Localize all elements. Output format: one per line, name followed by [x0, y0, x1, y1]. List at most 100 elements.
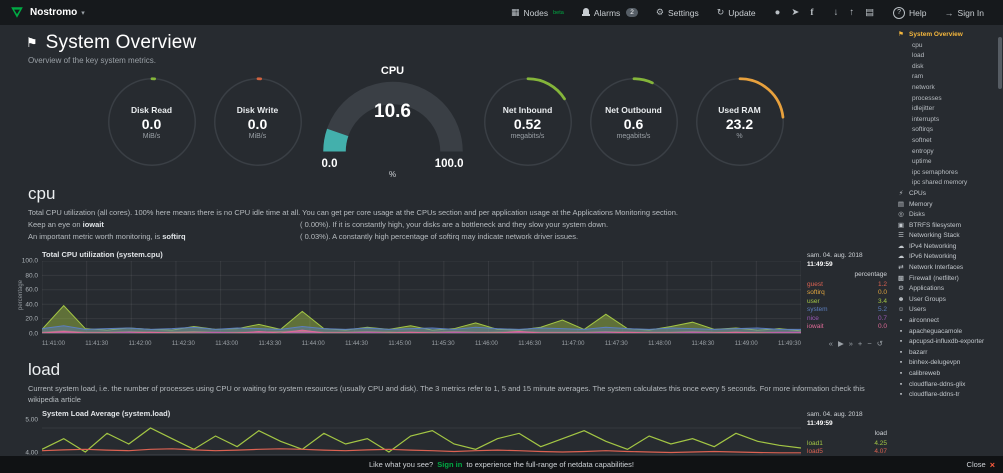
- chart-plot-area[interactable]: [42, 261, 801, 334]
- sidebar-item-label: disk: [912, 62, 924, 70]
- sidebar-item-cloudflare-ddns-glix[interactable]: ▪ cloudflare-ddns-glix: [897, 381, 1001, 389]
- sidebar-item-users[interactable]: ☺ Users: [897, 306, 1001, 314]
- sidebar-item-system-overview[interactable]: ⚑ System Overview: [897, 31, 1001, 39]
- gauge-min: 0.0: [321, 158, 338, 170]
- sidebar-item-network-interfaces[interactable]: ⇄ Network Interfaces: [897, 264, 1001, 272]
- sidebar-item-label: apcupsd-influxdb-exporter: [909, 338, 985, 346]
- legend-item-nice[interactable]: nice 0.7: [807, 314, 887, 322]
- sidebar-item-disks[interactable]: ◎ Disks: [897, 211, 1001, 219]
- play-button[interactable]: ▶: [837, 339, 844, 348]
- sidebar-item-ipv4-networking[interactable]: ☁ IPv4 Networking: [897, 243, 1001, 251]
- alarms-button[interactable]: Alarms 2: [581, 8, 638, 18]
- sidebar-item-interrupts[interactable]: interrupts: [897, 116, 1001, 124]
- sidebar-item-label: softnet: [912, 136, 932, 144]
- chart-y-ticks: 100.0 80.0 60.0 40.0 20.0 0.0: [21, 257, 38, 338]
- github-icon[interactable]: ●: [774, 7, 781, 18]
- legend-item-softirq[interactable]: softirq 0.0: [807, 289, 887, 296]
- gauge-disk-read[interactable]: Disk Read 0.0 MiB/s: [106, 76, 198, 168]
- legend-item-guest[interactable]: guest 1.2: [807, 280, 887, 288]
- zoom-in-button[interactable]: +: [857, 339, 863, 348]
- sidebar-item-label: ipc shared memory: [912, 179, 968, 187]
- sidebar-item-apacheguacamole[interactable]: ▪ apacheguacamole: [897, 328, 1001, 336]
- reset-zoom-button[interactable]: ↺: [876, 339, 883, 348]
- update-button[interactable]: ↻ Update: [717, 7, 756, 18]
- sidebar-item-cloudflare-ddns-tr[interactable]: ▪ cloudflare-ddns-tr: [897, 391, 1001, 399]
- sign-in-button[interactable]: → Sign In: [945, 8, 984, 18]
- export-snapshot-icon[interactable]: ↑: [849, 7, 855, 18]
- sidebar-item-apcupsd-influxdb-exporter[interactable]: ▪ apcupsd-influxdb-exporter: [897, 338, 1001, 346]
- settings-button[interactable]: ⚙ Settings: [656, 7, 699, 18]
- sidebar-item-ipv6-networking[interactable]: ☁ IPv6 Networking: [897, 253, 1001, 261]
- import-snapshot-icon[interactable]: ↓: [833, 7, 839, 18]
- chart-total-cpu-utilization[interactable]: Total CPU utilization (system.cpu) perce…: [14, 250, 887, 350]
- sidebar-item-ipc-semaphores[interactable]: ipc semaphores: [897, 169, 1001, 177]
- sidebar-item-load[interactable]: load: [897, 52, 1001, 60]
- sign-in-icon: →: [944, 7, 954, 18]
- pan-right-button[interactable]: »: [848, 339, 853, 348]
- sidebar-item-firewall-netfilter[interactable]: ▩ Firewall (netfilter): [897, 275, 1001, 283]
- sidebar-item-cpus[interactable]: ⚡ CPUs: [897, 190, 1001, 198]
- banner-text-pre: Like what you see?: [369, 460, 436, 469]
- sidebar-item-softirqs[interactable]: softirqs: [897, 126, 1001, 134]
- section-heading-load: load: [28, 360, 61, 379]
- gauge-cpu[interactable]: CPU 10.6 0.0 100.0 %: [318, 65, 468, 179]
- gauge-net-inbound[interactable]: Net Inbound 0.52 megabits/s: [482, 76, 574, 168]
- sidebar-item-cpu[interactable]: cpu: [897, 42, 1001, 50]
- sidebar-item-label: Memory: [909, 200, 933, 208]
- sidebar-item-disk[interactable]: disk: [897, 63, 1001, 71]
- zoom-out-button[interactable]: −: [867, 339, 872, 348]
- chart-toolbar[interactable]: « ▶ » + − ↺: [829, 339, 883, 348]
- sidebar-item-label: cloudflare-ddns-tr: [909, 391, 960, 399]
- sidebar-item-calibreweb[interactable]: ▪ calibreweb: [897, 370, 1001, 378]
- legend-item-user[interactable]: user 3.4: [807, 297, 887, 305]
- sidebar-item-networking-stack[interactable]: ☰ Networking Stack: [897, 232, 1001, 240]
- sidebar-item-bazarr[interactable]: ▪ bazarr: [897, 349, 1001, 357]
- sidebar-item-processes[interactable]: processes: [897, 95, 1001, 103]
- sidebar-item-applications[interactable]: ⚙ Applications: [897, 285, 1001, 293]
- text: Keep an eye on: [28, 220, 83, 229]
- gauge-disk-write[interactable]: Disk Write 0.0 MiB/s: [212, 76, 304, 168]
- scrollbar[interactable]: [998, 37, 1002, 89]
- chart-plot-area[interactable]: [42, 420, 801, 456]
- gauge-net-outbound[interactable]: Net Outbound 0.6 megabits/s: [588, 76, 680, 168]
- close-banner-button[interactable]: Close ×: [967, 460, 995, 470]
- sidebar-item-airconnect[interactable]: ▪ airconnect: [897, 317, 1001, 325]
- nodes-button[interactable]: ▦ Nodes beta: [511, 7, 564, 18]
- sidebar-item-network[interactable]: network: [897, 84, 1001, 92]
- sidebar-item-ipc-shared-memory[interactable]: ipc shared memory: [897, 179, 1001, 187]
- top-navbar: Nostromo ▾ ▦ Nodes beta Alarms 2 ⚙ Setti…: [0, 0, 1003, 25]
- sidebar-item-btrfs-filesystem[interactable]: ▣ BTRFS filesystem: [897, 222, 1001, 230]
- netdata-logo-icon[interactable]: [10, 6, 24, 19]
- page-title: System Overview: [45, 32, 197, 53]
- x-tick-label: 11:49:00: [734, 341, 758, 347]
- memory-icon: ▤: [897, 200, 905, 208]
- facebook-icon[interactable]: f: [810, 7, 814, 18]
- sidebar-item-entropy[interactable]: entropy: [897, 148, 1001, 156]
- pan-left-button[interactable]: «: [828, 339, 833, 348]
- chart-system-load-average[interactable]: System Load Average (system.load) 5.00 4.…: [14, 409, 887, 456]
- sidebar-item-label: softirqs: [912, 126, 933, 134]
- x-tick-label: 11:49:30: [778, 341, 801, 347]
- legend-item-load1[interactable]: load1 4.25: [807, 439, 887, 447]
- x-tick-label: 11:46:00: [474, 341, 498, 347]
- gauge-unit: MiB/s: [248, 132, 267, 140]
- sidebar-item-binhex-delugevpn[interactable]: ▪ binhex-delugevpn: [897, 359, 1001, 367]
- sidebar-item-memory[interactable]: ▤ Memory: [897, 201, 1001, 209]
- legend-item-load5[interactable]: load5 4.07: [807, 448, 887, 455]
- sidebar-item-ram[interactable]: ram: [897, 73, 1001, 81]
- sidebar-item-user-groups[interactable]: ☻ User Groups: [897, 296, 1001, 304]
- sidebar-item-uptime[interactable]: uptime: [897, 158, 1001, 166]
- gauge-used-ram[interactable]: Used RAM 23.2 %: [694, 76, 786, 168]
- text: An important metric worth monitoring, is: [28, 232, 163, 241]
- legend-item-iowait[interactable]: iowait 0.0: [807, 323, 887, 330]
- sidebar-item-idlejitter[interactable]: idlejitter: [897, 105, 1001, 113]
- x-tick-label: 11:45:00: [388, 341, 412, 347]
- twitter-icon[interactable]: ➤: [791, 7, 800, 18]
- legend-item-system[interactable]: system 5.2: [807, 306, 887, 313]
- sign-in-link[interactable]: Sign in: [437, 460, 463, 469]
- section-heading-cpu: cpu: [28, 184, 56, 203]
- help-button[interactable]: ? Help: [893, 6, 927, 19]
- print-icon[interactable]: ▤: [865, 7, 875, 18]
- node-selector[interactable]: Nostromo ▾: [30, 7, 85, 18]
- sidebar-item-softnet[interactable]: softnet: [897, 137, 1001, 145]
